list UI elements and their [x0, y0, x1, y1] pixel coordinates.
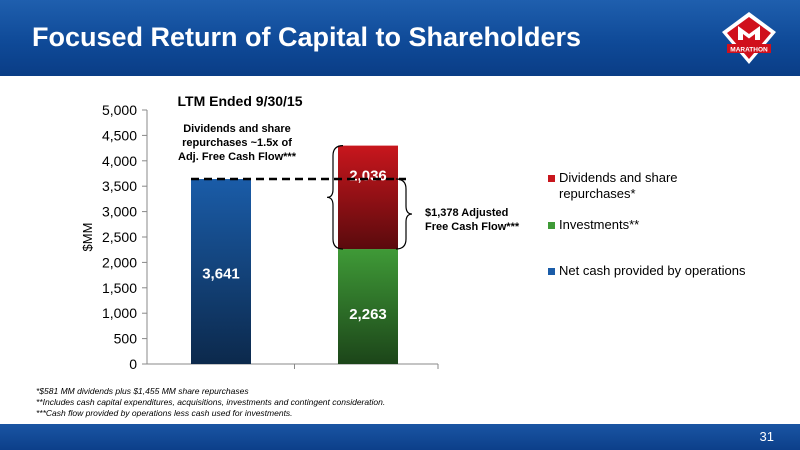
y-tick-label: 4,500 [102, 127, 137, 143]
slide-header: Focused Return of Capital to Shareholder… [0, 0, 800, 76]
y-tick-label: 500 [114, 331, 138, 347]
left-callout-text: repurchases ~1.5x of [182, 137, 292, 149]
legend-swatch [548, 222, 555, 229]
y-tick-label: 1,500 [102, 280, 137, 296]
bar-segment [338, 249, 398, 364]
y-tick-label: 1,000 [102, 305, 137, 321]
right-callout-text: $1,378 Adjusted [425, 207, 508, 219]
footnotes: *$581 MM dividends plus $1,455 MM share … [36, 386, 596, 419]
left-callout-text: Adj. Free Cash Flow*** [178, 151, 297, 163]
right-callout-text: Free Cash Flow*** [425, 221, 520, 233]
y-tick-label: 4,000 [102, 153, 137, 169]
logo-text: MARATHON [730, 47, 768, 54]
y-tick-label: 2,500 [102, 229, 137, 245]
slide-title: Focused Return of Capital to Shareholder… [32, 22, 582, 52]
footnote-1: *$581 MM dividends plus $1,455 MM share … [36, 386, 249, 396]
y-tick-label: 5,000 [102, 102, 137, 118]
left-brace [326, 145, 344, 250]
y-tick-label: 3,000 [102, 204, 137, 220]
data-label: 3,641 [202, 266, 240, 283]
left-callout-text: Dividends and share [183, 123, 291, 135]
y-tick-label: 3,500 [102, 178, 137, 194]
legend-label: Investments** [559, 217, 639, 232]
legend-label: Dividends and share repurchases* [559, 170, 678, 201]
page-number: 31 [759, 429, 774, 444]
chart-title: LTM Ended 9/30/15 [178, 93, 303, 109]
y-tick-label: 2,000 [102, 254, 137, 270]
bar-segment [338, 145, 398, 250]
legend-label: Net cash provided by operations [559, 263, 746, 278]
legend-swatch [548, 175, 555, 182]
data-label: 2,263 [349, 306, 387, 323]
y-axis-label: $MM [80, 223, 95, 252]
legend-swatch [548, 268, 555, 275]
footnote-2: **Includes cash capital expenditures, ac… [36, 397, 386, 407]
marathon-logo-icon: MARATHON [722, 12, 776, 64]
right-brace [395, 178, 413, 250]
y-tick-label: 0 [129, 356, 137, 372]
bars: 3,641 2,263 2,036 [191, 145, 398, 364]
bar-segment [191, 179, 251, 364]
data-label: 2,036 [349, 168, 387, 185]
slide-footer: 31 [0, 424, 800, 450]
footnote-3: ***Cash flow provided by operations less… [36, 408, 293, 418]
legend: Dividends and share repurchases* Investmen… [548, 170, 746, 278]
axes: 5,000 4,500 4,000 3,500 3,000 2,500 2,000 1,500… [102, 102, 439, 372]
annotations: Dividends and share repurchases ~1.5x of A… [178, 123, 520, 250]
